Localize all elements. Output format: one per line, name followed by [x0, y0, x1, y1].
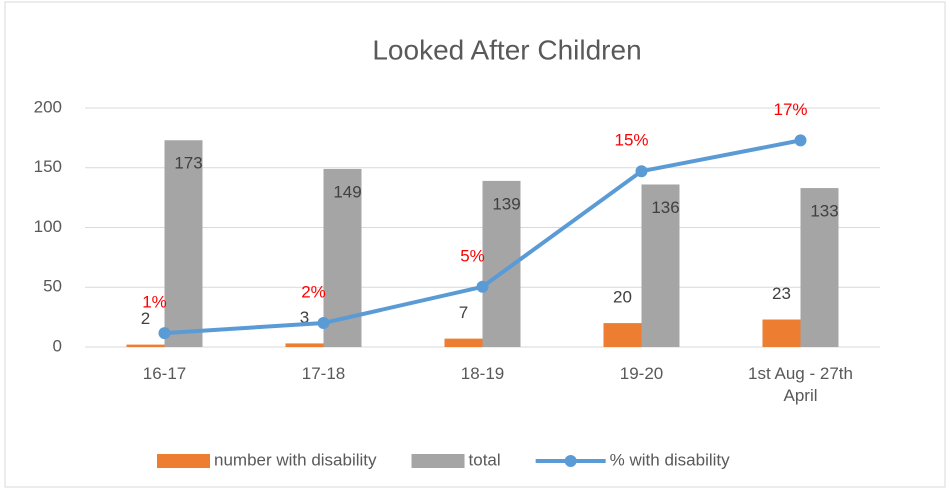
bar: [762, 319, 801, 347]
bar: [444, 338, 483, 347]
data-label: 173: [174, 154, 202, 173]
line-point: [158, 327, 171, 340]
x-tick-label: 18-19: [460, 364, 505, 383]
data-label: 7: [459, 303, 468, 322]
data-label: 23: [772, 284, 791, 303]
bar: [126, 344, 165, 347]
line-point: [794, 134, 807, 147]
data-label: 133: [810, 202, 838, 221]
line-point: [476, 280, 489, 293]
data-label: 20: [613, 288, 632, 307]
x-tick-label: 16-17: [142, 364, 187, 383]
y-tick-label: 0: [53, 336, 62, 355]
data-label: 2%: [301, 282, 326, 301]
data-label: 136: [651, 198, 679, 217]
data-label: 2: [141, 309, 150, 328]
data-label: 15%: [614, 131, 648, 150]
legend-swatch: [157, 454, 210, 468]
bar: [800, 188, 839, 347]
data-label: 3: [300, 308, 309, 327]
y-tick-label: 200: [34, 97, 62, 116]
bar: [603, 323, 642, 347]
y-tick-label: 50: [43, 277, 62, 296]
data-label: 139: [492, 194, 520, 213]
bar: [641, 184, 680, 347]
legend-swatch: [411, 454, 465, 468]
legend-marker: [564, 455, 577, 467]
legend-label: total: [469, 450, 501, 469]
x-tick-label: 17-18: [301, 364, 346, 383]
data-label: 149: [333, 182, 361, 201]
legend-label: number with disability: [214, 450, 377, 469]
data-label: 5%: [460, 246, 485, 265]
y-tick-label: 150: [34, 157, 62, 176]
x-tick-label: 19-20: [619, 364, 664, 383]
legend-label: % with disability: [610, 450, 730, 469]
x-tick-label: 1st Aug - 27th April: [748, 364, 853, 405]
bar: [285, 343, 324, 347]
data-label: 17%: [773, 100, 807, 119]
line-point: [635, 165, 648, 178]
y-tick-label: 100: [34, 217, 62, 236]
bar: [164, 140, 203, 347]
chart-title: Looked After Children: [372, 34, 641, 65]
data-label: 1%: [142, 293, 167, 312]
line-point: [317, 316, 330, 329]
chart-border: [4, 1, 946, 488]
